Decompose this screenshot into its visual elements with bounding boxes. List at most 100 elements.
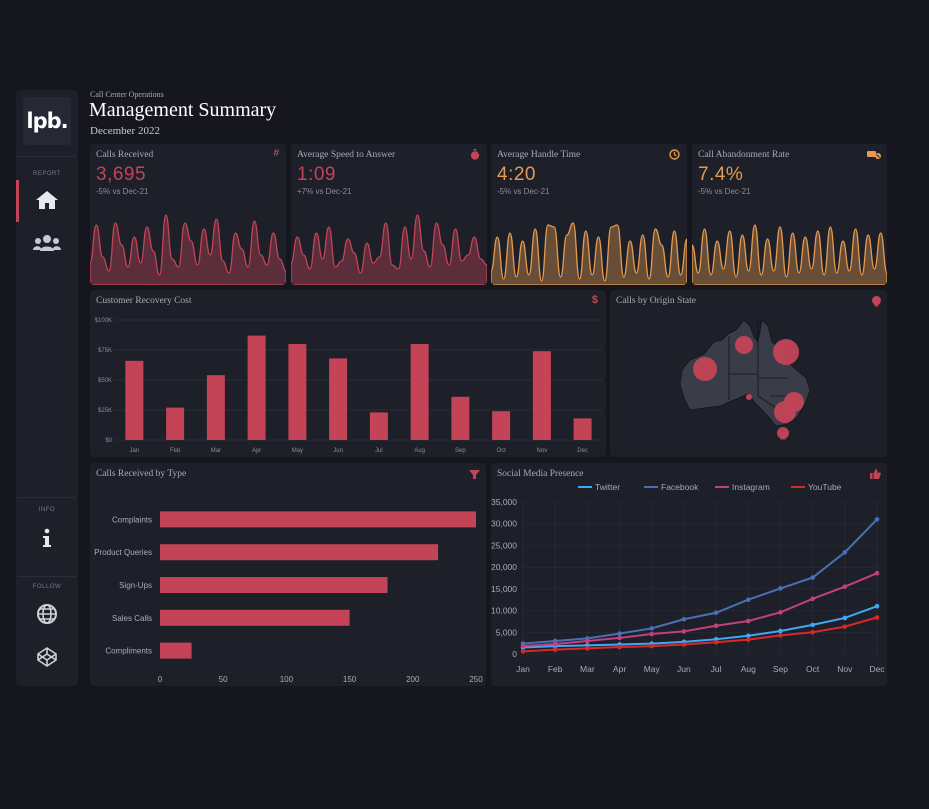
point-facebook xyxy=(810,575,815,580)
kpi-value: 1:09 xyxy=(297,164,336,185)
bar-compliments xyxy=(160,642,192,659)
bar-jun xyxy=(329,358,348,440)
kpi-title: Average Speed to Answer xyxy=(297,150,396,160)
card-title: Calls Received by Type xyxy=(96,469,187,479)
sidebar-item-info[interactable] xyxy=(16,528,78,548)
state-bubble xyxy=(746,394,752,400)
calls-by-type-card: Calls Received by Type 0 50 100 150 200 250 Co… xyxy=(90,463,486,686)
x-tick-label: Aug xyxy=(414,448,425,454)
point-instagram xyxy=(778,610,783,615)
header-subtitle: Call Center Operations xyxy=(90,90,164,99)
x-tick-label: 50 xyxy=(219,675,228,684)
y-tick-label: 30,000 xyxy=(491,519,517,529)
x-tick-label: Dec xyxy=(869,664,885,674)
australia-map xyxy=(679,319,811,440)
bar-sales-calls xyxy=(160,609,350,626)
kpi-delta: -5% vs Dec-21 xyxy=(497,187,550,196)
point-facebook xyxy=(842,550,848,555)
logo[interactable]: lpb. xyxy=(23,97,71,145)
kpi-delta: -5% vs Dec-21 xyxy=(698,187,751,196)
section-label-info: INFO xyxy=(38,507,56,513)
thumbs-up-icon xyxy=(870,469,881,479)
x-tick-label: 200 xyxy=(406,675,420,684)
point-twitter xyxy=(842,615,848,621)
x-tick-label: Apr xyxy=(252,448,261,454)
clock-icon xyxy=(669,149,680,160)
y-tick-label: 20,000 xyxy=(491,562,517,572)
kpi-card-calls-received[interactable]: Calls Received # 3,695 -5% vs Dec-21 xyxy=(90,144,286,285)
kpi-sparkline xyxy=(90,214,286,285)
social-media-line-chart: Jan Feb Mar Apr May Jun Jul Aug Sep Oct Nov Dec 0 5,0… xyxy=(491,482,885,674)
state-bubble xyxy=(774,401,796,423)
sidebar-item-web[interactable] xyxy=(16,603,78,625)
x-tick-label: 100 xyxy=(280,675,294,684)
sparkline-area xyxy=(90,214,286,285)
x-tick-label: Sep xyxy=(455,448,466,454)
y-tick-label: 5,000 xyxy=(496,627,518,637)
series-line-facebook xyxy=(522,518,878,645)
point-youtube xyxy=(649,643,655,649)
sidebar-item-home[interactable] xyxy=(16,190,78,210)
bar-sign-ups xyxy=(160,577,388,593)
bar-apr xyxy=(247,335,266,440)
point-youtube xyxy=(713,639,719,645)
active-indicator xyxy=(16,180,19,222)
point-facebook xyxy=(617,631,622,636)
section-label-follow: FOLLOW xyxy=(32,584,62,590)
card-title: Customer Recovery Cost xyxy=(96,296,192,306)
kpi-value: 4:20 xyxy=(497,164,536,185)
bar-may xyxy=(288,344,307,440)
point-instagram xyxy=(745,618,751,624)
sidebar-item-users[interactable] xyxy=(16,234,78,252)
point-facebook xyxy=(713,610,719,616)
point-instagram xyxy=(585,638,590,644)
point-youtube xyxy=(874,615,880,620)
x-tick-label: Apr xyxy=(613,664,626,674)
filter-icon[interactable] xyxy=(469,470,480,479)
hash-icon: # xyxy=(273,148,279,159)
card-title: Social Media Presence xyxy=(497,469,584,479)
kpi-delta: -5% vs Dec-21 xyxy=(96,187,149,196)
bar-aug xyxy=(410,344,429,440)
x-tick-label: Jun xyxy=(333,448,343,454)
sparkline-area xyxy=(491,222,687,285)
y-tick-label: $100K xyxy=(95,318,112,324)
kpi-card-handle-time[interactable]: Average Handle Time 4:20 -5% vs Dec-21 xyxy=(491,144,687,285)
calls-by-type-bar-chart: 0 50 100 150 200 250 Complaints Product Queries… xyxy=(94,511,483,684)
kpi-value: 3,695 xyxy=(96,164,147,185)
kpi-card-abandonment-rate[interactable]: Call Abandonment Rate 7.4% -5% vs Dec-21 xyxy=(692,144,887,285)
point-instagram xyxy=(810,596,815,602)
section-label-report: REPORT xyxy=(33,171,61,177)
y-tick-label: Product Queries xyxy=(94,548,152,557)
point-twitter xyxy=(745,633,751,639)
series-line-twitter xyxy=(522,605,878,649)
y-tick-label: 10,000 xyxy=(491,606,517,616)
recovery-cost-card: Customer Recovery Cost $ $0 $25K $50K $75K $… xyxy=(90,290,606,457)
x-tick-label: May xyxy=(644,664,661,674)
codepen-icon xyxy=(37,647,57,667)
kpi-sparkline xyxy=(692,224,887,285)
x-tick-label: Aug xyxy=(741,664,756,674)
info-icon xyxy=(43,528,51,547)
kpi-title: Calls Received xyxy=(96,150,154,160)
map-pin-icon xyxy=(872,296,881,307)
bar-product-queries xyxy=(160,544,439,561)
series-line-instagram xyxy=(522,572,878,648)
origin-state-card: Calls by Origin State xyxy=(610,290,887,457)
x-tick-label: Mar xyxy=(211,448,221,454)
state-bubble xyxy=(777,427,789,439)
globe-icon xyxy=(37,604,57,624)
x-tick-label: May xyxy=(292,448,303,454)
bar-mar xyxy=(206,375,225,440)
state-bubble xyxy=(773,339,799,365)
y-tick-label: $50K xyxy=(98,378,112,384)
bar-feb xyxy=(166,407,185,440)
sidebar-item-codepen[interactable] xyxy=(16,646,78,668)
kpi-value: 7.4% xyxy=(698,164,744,185)
recovery-bar-chart: $0 $25K $50K $75K $100K Jan Feb Mar Apr May Jun Jul… xyxy=(95,318,603,454)
report-period: December 2022 xyxy=(90,125,160,137)
bar-jul xyxy=(369,412,388,440)
legend-youtube: YouTube xyxy=(808,482,842,492)
kpi-card-speed-to-answer[interactable]: Average Speed to Answer 1:09 +7% vs Dec-… xyxy=(291,144,487,285)
point-youtube xyxy=(552,647,558,652)
